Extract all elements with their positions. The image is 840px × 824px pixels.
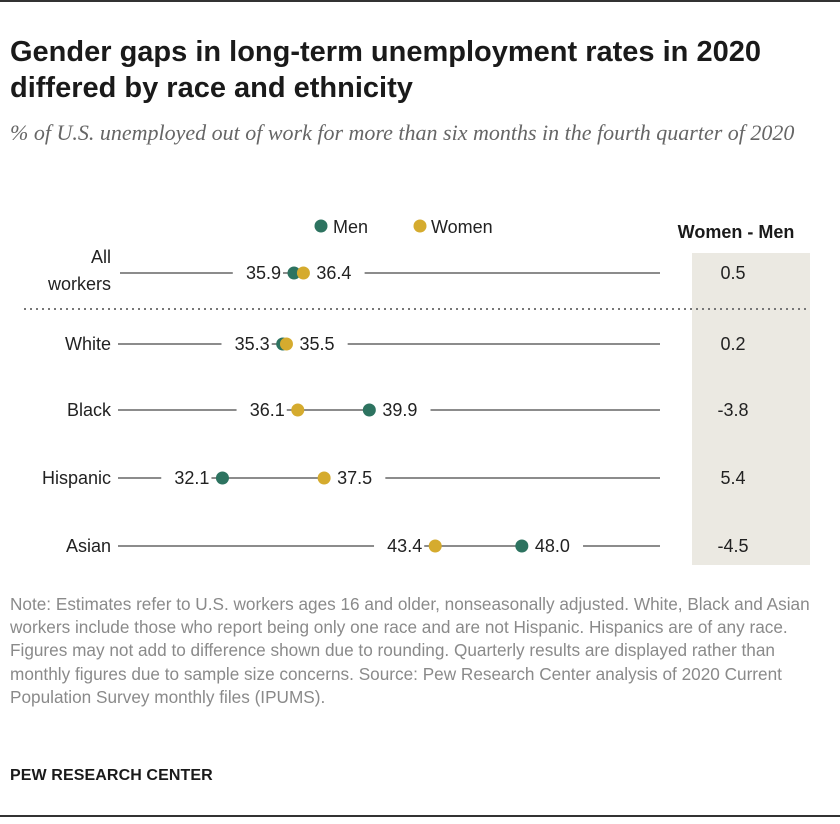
category-label-hispanic: Hispanic <box>42 468 111 488</box>
legend-men-label: Men <box>333 217 368 237</box>
difference-value: -4.5 <box>717 536 748 556</box>
value-label-women: 35.5 <box>299 334 334 354</box>
category-label-all-workers-line2: workers <box>47 274 111 294</box>
category-label-asian: Asian <box>66 536 111 556</box>
legend-women-label: Women <box>431 217 493 237</box>
value-label-men: 35.9 <box>246 263 281 283</box>
difference-value: 0.2 <box>720 334 745 354</box>
top-rule <box>0 0 840 2</box>
difference-header: Women - Men <box>678 222 795 242</box>
difference-value: -3.8 <box>717 400 748 420</box>
difference-value: 5.4 <box>720 468 745 488</box>
dot-women <box>428 539 442 553</box>
difference-value: 0.5 <box>720 263 745 283</box>
source-text: Source: Pew Research Center analysis of … <box>10 663 782 707</box>
legend-men-dot <box>314 219 328 233</box>
dot-men <box>515 539 529 553</box>
dot-men <box>362 403 376 417</box>
chart-subtitle: % of U.S. unemployed out of work for mor… <box>10 120 795 145</box>
category-label-black: Black <box>67 400 112 420</box>
value-label-women: 43.4 <box>387 536 422 556</box>
dot-women <box>296 266 310 280</box>
value-label-women: 37.5 <box>337 468 372 488</box>
chart-title: Gender gaps in long-term unemployment ra… <box>10 36 761 104</box>
value-label-men: 48.0 <box>535 536 570 556</box>
dot-men <box>215 471 229 485</box>
pew-brand: PEW RESEARCH CENTER <box>10 767 213 784</box>
dot-plot-chart: Women - Men Men Women All workers 35.9 36.4 0.5… <box>24 217 810 565</box>
value-label-men: 39.9 <box>382 400 417 420</box>
dot-women <box>317 471 331 485</box>
dot-women <box>291 403 305 417</box>
dot-men <box>287 266 301 280</box>
note-text: Note: Estimates refer to U.S. workers ag… <box>10 594 810 684</box>
category-label-all-workers-line1: All <box>91 247 111 267</box>
value-label-men: 32.1 <box>174 468 209 488</box>
legend-women-dot <box>413 219 427 233</box>
difference-column-background <box>692 253 810 565</box>
bottom-rule <box>0 815 840 817</box>
dot-women <box>279 337 293 351</box>
value-label-women: 36.4 <box>316 263 351 283</box>
chart-note: Note: Estimates refer to U.S. workers ag… <box>10 593 830 709</box>
value-label-women: 36.1 <box>250 400 285 420</box>
value-label-men: 35.3 <box>235 334 270 354</box>
category-label-white: White <box>65 334 111 354</box>
